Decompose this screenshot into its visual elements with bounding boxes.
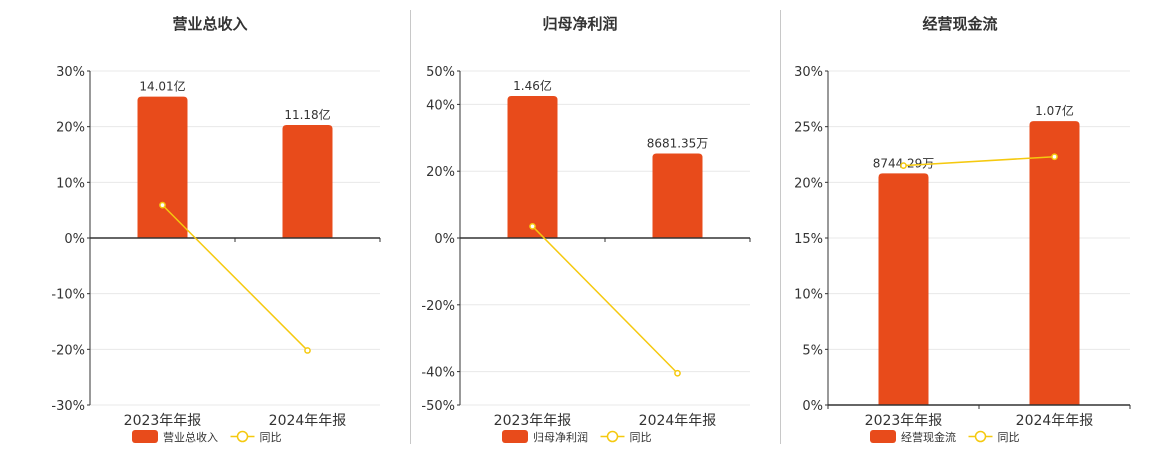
chart3-y-tick-label: 30%	[794, 65, 823, 80]
chart3-y-tick-label: 10%	[794, 288, 823, 303]
chart3-title: 经营现金流	[922, 15, 997, 33]
chart3-bar	[1029, 121, 1080, 405]
chart1-title: 营业总收入	[172, 15, 247, 33]
chart3-bar-data-label: 1.07亿	[1035, 103, 1074, 118]
chart2-yoy-point	[529, 222, 536, 230]
chart1-yoy-point	[304, 347, 311, 354]
chart3-x-tick-label: 2024年年报	[1016, 413, 1094, 429]
chart2-y-tick-label: -40%	[421, 366, 455, 381]
chart1-y-tick-label: 10%	[56, 176, 85, 191]
chart1-y-tick-label: -30%	[51, 399, 85, 414]
chart3-bar	[878, 173, 929, 405]
chart1-legend-line-marker	[236, 430, 249, 443]
chart3-yoy-line	[903, 155, 1055, 167]
chart2-yoy-line	[531, 225, 679, 374]
chart2-y-tick-label: 40%	[426, 98, 455, 113]
chart2-legend-line-marker	[606, 430, 619, 443]
chart3-legend-bar-label: 经营现金流	[901, 430, 956, 444]
chart1-y-tick-label: 30%	[56, 65, 85, 80]
chart3-y-tick-label: 0%	[802, 399, 823, 414]
chart3-legend-line-marker	[974, 430, 987, 443]
chart2-y-tick-label: 50%	[426, 65, 455, 80]
chart3-y-tick-label: 20%	[794, 176, 823, 191]
chart1-x-tick-label: 2023年年报	[124, 413, 202, 429]
chart1-y-tick-label: -10%	[51, 288, 85, 303]
chart1-legend-bar-icon	[132, 430, 158, 443]
chart2-x-tick-label: 2024年年报	[639, 413, 717, 429]
panel-divider-1	[410, 10, 411, 444]
chart2-bar-data-label: 1.46亿	[513, 78, 552, 93]
chart3-y-tick-label: 15%	[794, 232, 823, 247]
chart1-bar-data-label: 14.01亿	[139, 79, 185, 94]
chart2-y-tick-label: -20%	[421, 299, 455, 314]
chart3-legend-line-label: 同比	[998, 431, 1020, 444]
chart1-legend-line-label: 同比	[260, 431, 282, 444]
chart1-bar	[137, 96, 188, 239]
chart2-bar	[507, 96, 558, 238]
chart3-y-tick-label: 25%	[794, 121, 823, 136]
chart3-yoy-point	[900, 162, 907, 169]
chart2-legend-bar-label: 归母净利润	[533, 430, 588, 444]
chart3-x-tick-label: 2023年年报	[865, 413, 943, 429]
chart1-bar-data-label: 11.18亿	[284, 107, 330, 122]
chart2-y-tick-label: -50%	[421, 399, 455, 414]
chart1-y-tick-label: 0%	[64, 232, 85, 247]
chart3-legend-bar-icon	[870, 430, 896, 443]
chart3-yoy-point	[1051, 153, 1058, 161]
chart2-y-tick-label: 0%	[434, 232, 455, 247]
chart2-bar-data-label: 8681.35万	[647, 136, 709, 150]
chart2-legend-line-label: 同比	[630, 431, 652, 444]
chart2-bar	[652, 153, 703, 238]
chart1-yoy-point	[159, 201, 166, 209]
panel-divider-2	[780, 10, 781, 444]
chart1-y-tick-label: 20%	[56, 121, 85, 136]
chart1-bar	[282, 124, 333, 238]
chart2-legend-bar-icon	[502, 430, 528, 443]
chart1-yoy-line	[161, 204, 309, 351]
chart2-x-tick-label: 2023年年报	[494, 413, 572, 429]
chart2-yoy-point	[674, 369, 681, 377]
chart1-y-tick-label: -20%	[51, 343, 85, 358]
chart3-y-tick-label: 5%	[802, 343, 823, 358]
chart1-legend-bar-label: 营业总收入	[163, 430, 218, 444]
chart2-title: 归母净利润	[542, 15, 617, 33]
chart1-x-tick-label: 2024年年报	[269, 413, 347, 429]
chart2-y-tick-label: 20%	[426, 165, 455, 180]
